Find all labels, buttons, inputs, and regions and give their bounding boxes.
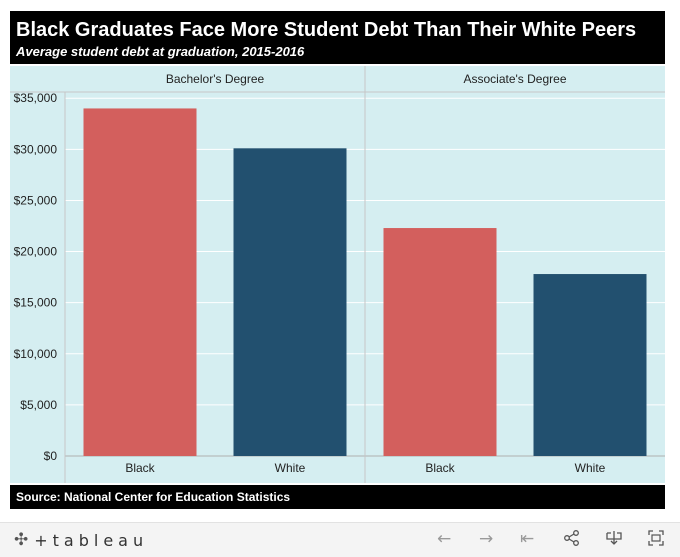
- source-bar: Source: National Center for Education St…: [10, 485, 665, 509]
- chart-title: Black Graduates Face More Student Debt T…: [16, 19, 637, 41]
- revert-icon[interactable]: ⇤: [520, 529, 535, 549]
- y-tick-label: $25,000: [14, 193, 58, 207]
- y-tick-label: $20,000: [14, 245, 58, 259]
- x-tick-label: White: [575, 461, 606, 475]
- y-tick-label: $15,000: [14, 296, 58, 310]
- panel-header: Associate's Degree: [463, 72, 566, 86]
- back-icon[interactable]: ←: [437, 529, 452, 549]
- y-tick-label: $5,000: [20, 398, 57, 412]
- y-tick-label: $10,000: [14, 347, 58, 361]
- x-tick-label: White: [275, 461, 306, 475]
- share-icon[interactable]: [563, 529, 581, 552]
- chart-subtitle: Average student debt at graduation, 2015…: [16, 44, 305, 59]
- title-bar: Black Graduates Face More Student Debt T…: [10, 11, 665, 64]
- x-tick-label: Black: [425, 461, 455, 475]
- tableau-mark-icon: ✣: [14, 530, 29, 549]
- forward-icon[interactable]: →: [479, 529, 494, 549]
- bar: [83, 108, 197, 456]
- y-tick-label: $35,000: [14, 91, 58, 105]
- bar-chart: $0 $5,000 $10,000 $15,000 $20,000 $25,000 $30,…: [10, 66, 665, 483]
- tableau-wordmark: +tableau: [34, 530, 149, 550]
- y-tick-label: $0: [44, 449, 58, 463]
- y-tick-label: $30,000: [14, 142, 58, 156]
- source-text: Source: National Center for Education St…: [16, 490, 291, 504]
- tableau-logo[interactable]: ✣ +tableau: [14, 530, 148, 550]
- tableau-toolbar: ✣ +tableau ← → ⇤: [0, 522, 680, 557]
- fullscreen-icon[interactable]: [647, 529, 665, 552]
- bar: [533, 274, 647, 456]
- x-tick-label: Black: [125, 461, 155, 475]
- download-icon[interactable]: [605, 529, 623, 552]
- panel-header: Bachelor's Degree: [166, 72, 265, 86]
- bar: [233, 148, 347, 457]
- bar: [383, 228, 497, 456]
